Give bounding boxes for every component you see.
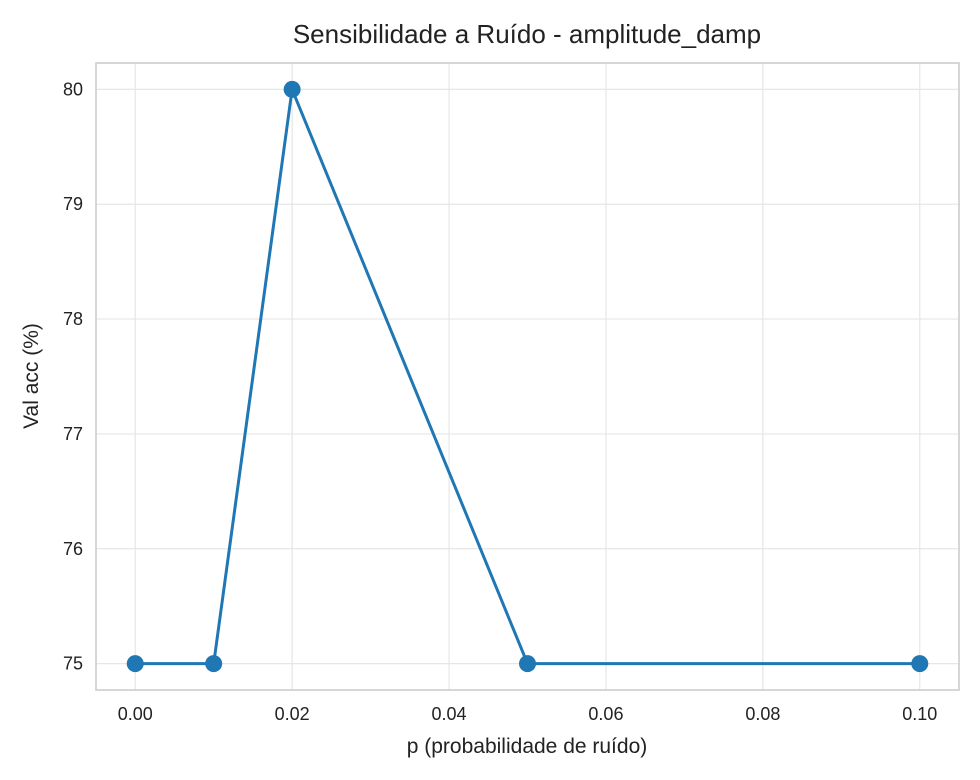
x-tick-label: 0.00 xyxy=(118,704,153,724)
chart-title: Sensibilidade a Ruído - amplitude_damp xyxy=(293,19,761,49)
y-axis-label: Val acc (%) xyxy=(20,323,43,429)
x-tick-label: 0.10 xyxy=(902,704,937,724)
y-tick-label: 79 xyxy=(63,194,83,214)
plot-frame xyxy=(95,62,960,691)
x-tick-label: 0.06 xyxy=(588,704,623,724)
grid xyxy=(96,63,959,690)
data-point xyxy=(126,655,144,673)
data-point xyxy=(911,655,929,673)
y-tick-label: 80 xyxy=(63,79,83,99)
series-line xyxy=(135,87,920,666)
x-tick-label: 0.04 xyxy=(432,704,467,724)
x-tick-label: 0.08 xyxy=(745,704,780,724)
x-tick-labels: 0.00 0.02 0.04 0.06 0.08 0.10 xyxy=(118,704,938,724)
x-axis-label: p (probabilidade de ruído) xyxy=(407,735,648,758)
y-tick-label: 77 xyxy=(63,424,83,444)
data-point xyxy=(205,655,223,673)
y-tick-label: 75 xyxy=(63,654,83,674)
y-tick-labels: 75 76 77 78 79 80 xyxy=(63,79,83,673)
y-tick-label: 78 xyxy=(63,309,83,329)
data-point xyxy=(519,655,536,673)
series-layer xyxy=(126,80,929,673)
x-tick-label: 0.02 xyxy=(275,704,310,724)
data-point xyxy=(283,80,301,98)
y-tick-label: 76 xyxy=(63,539,83,559)
